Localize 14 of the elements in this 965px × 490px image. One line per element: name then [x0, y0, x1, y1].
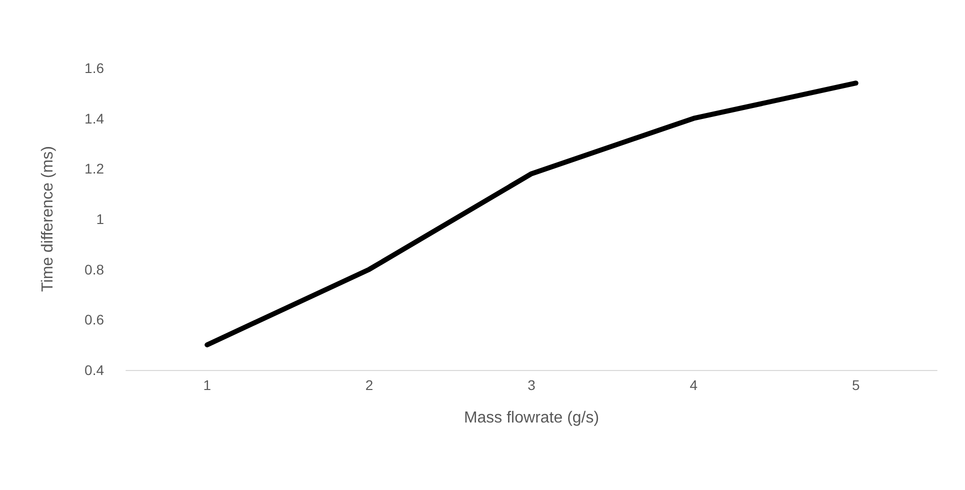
y-tick-label: 0.8 [84, 261, 104, 278]
y-tick-label: 1.2 [84, 160, 104, 177]
x-tick-label: 2 [365, 377, 374, 393]
y-tick-label: 0.4 [84, 362, 104, 378]
y-tick-label: 1.6 [84, 60, 104, 76]
y-tick-label: 1.4 [84, 110, 104, 126]
x-tick-label: 4 [690, 377, 698, 393]
x-axis-title: Mass flowrate (g/s) [464, 410, 600, 426]
y-tick-label: 0.6 [84, 312, 104, 328]
x-tick-label: 3 [528, 377, 536, 393]
y-axis-title: Time difference (ms) [40, 146, 56, 292]
y-tick-label: 1 [96, 211, 104, 227]
x-tick-label: 5 [852, 377, 860, 393]
x-tick-label: 1 [203, 377, 212, 393]
